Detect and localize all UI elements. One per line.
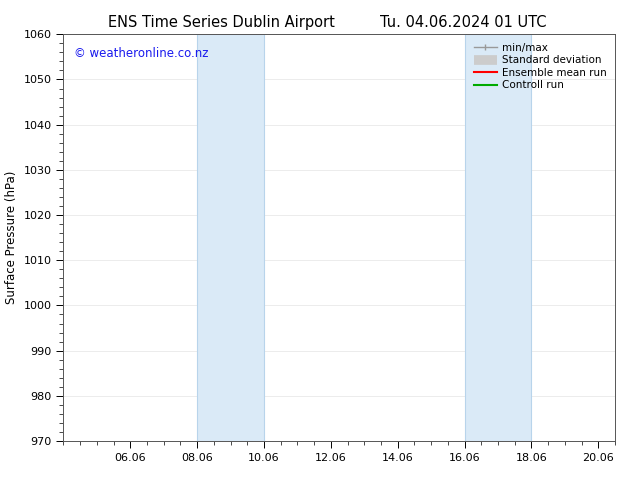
Bar: [197, 34, 264, 441]
Text: ENS Time Series Dublin Airport: ENS Time Series Dublin Airport: [108, 15, 335, 30]
Y-axis label: Surface Pressure (hPa): Surface Pressure (hPa): [5, 171, 18, 304]
Bar: [465, 34, 531, 441]
Text: © weatheronline.co.nz: © weatheronline.co.nz: [74, 47, 209, 59]
Legend: min/max, Standard deviation, Ensemble mean run, Controll run: min/max, Standard deviation, Ensemble me…: [470, 40, 610, 94]
Text: Tu. 04.06.2024 01 UTC: Tu. 04.06.2024 01 UTC: [380, 15, 546, 30]
